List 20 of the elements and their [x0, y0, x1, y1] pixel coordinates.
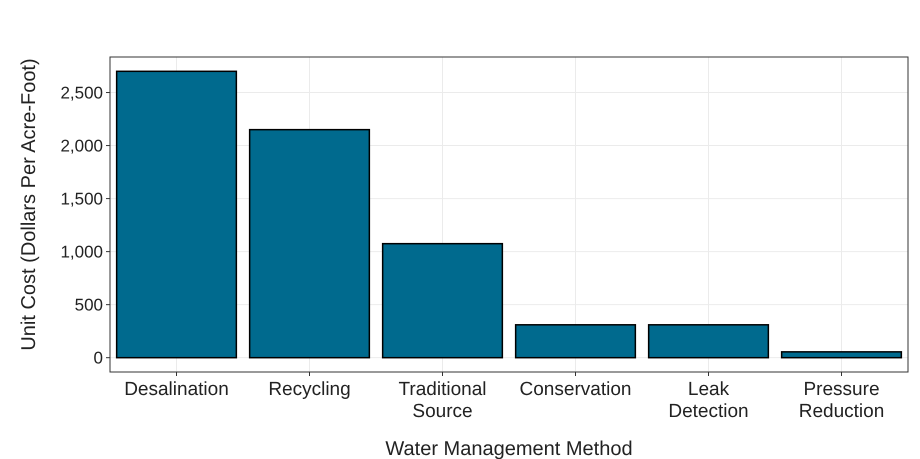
y-tick-label: 1,000 — [60, 242, 103, 262]
bar — [382, 242, 504, 358]
y-tick-label: 0 — [94, 348, 103, 368]
x-tick-label: Recycling — [268, 379, 351, 400]
x-axis-title: Water Management Method — [385, 438, 633, 459]
y-axis-title: Unit Cost (Dollars Per Acre-Foot) — [18, 58, 40, 351]
bar — [780, 351, 902, 358]
x-tick-label: Traditional Source — [398, 379, 487, 422]
y-tick-label: 2,500 — [60, 83, 103, 102]
bar — [116, 70, 238, 358]
x-tick-label: Conservation — [520, 379, 632, 400]
bar — [248, 128, 370, 358]
bar — [648, 324, 770, 358]
y-tick-label: 2,000 — [60, 136, 103, 156]
x-tick-label: Leak Detection — [668, 379, 749, 422]
x-tick-label: Desalination — [124, 379, 229, 400]
y-tick-label: 1,500 — [60, 190, 103, 209]
y-tick-label: 500 — [74, 296, 103, 315]
bar — [514, 324, 636, 358]
x-tick-label: Pressure Reduction — [798, 379, 884, 422]
